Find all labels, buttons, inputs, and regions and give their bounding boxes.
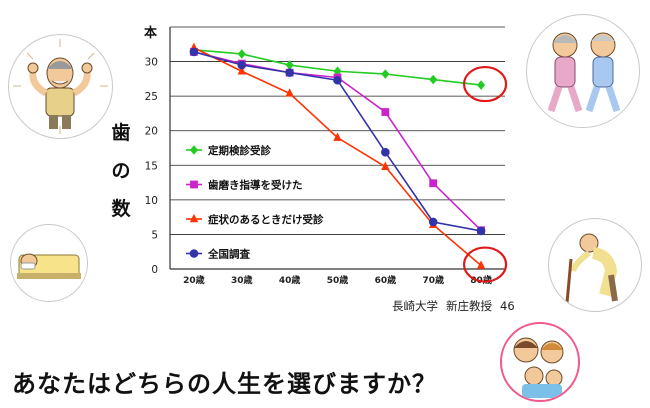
data-point <box>381 69 390 79</box>
closing-question: あなたはどちらの人生を選びますか？ <box>12 370 437 398</box>
data-point <box>476 260 486 269</box>
y-tick-label: 30 <box>145 57 158 69</box>
x-tick-label: 60歳 <box>375 274 397 286</box>
legend-label: 症状のあるときだけ受診 <box>208 213 324 226</box>
data-point <box>381 147 390 157</box>
y-tick-label: 15 <box>145 160 158 172</box>
data-point <box>333 75 342 85</box>
elderly-with-cane-illustration <box>548 218 642 312</box>
x-tick-label: 70歳 <box>422 274 444 286</box>
bedridden-person-illustration <box>10 224 88 302</box>
legend-marker <box>189 145 199 155</box>
x-tick-label: 80歳 <box>470 274 492 286</box>
data-point <box>428 217 438 227</box>
data-point <box>381 108 390 116</box>
y-axis-title-char: 数 <box>111 198 131 220</box>
y-axis-title-char: 歯 <box>111 122 131 144</box>
data-point <box>237 66 246 75</box>
flexing-elderly-man-illustration <box>8 34 113 139</box>
y-unit-label: 本 <box>144 26 158 41</box>
data-point <box>237 49 246 59</box>
credit-line: 長崎大学 新庄教授 46 <box>392 298 515 314</box>
data-point <box>285 60 294 70</box>
data-point <box>381 161 390 170</box>
y-tick-label: 10 <box>145 195 158 207</box>
y-tick-label: 0 <box>151 264 158 276</box>
data-point <box>429 179 438 188</box>
highlight-circle <box>462 65 508 103</box>
legend-label: 歯磨き指導を受けた <box>208 179 303 192</box>
x-tick-label: 40歳 <box>279 274 301 286</box>
credit-professor: 新庄教授 <box>446 299 492 313</box>
highlight-circle <box>462 246 508 283</box>
page-number: 46 <box>500 299 515 313</box>
legend-marker <box>189 249 199 258</box>
y-tick-label: 25 <box>145 91 158 103</box>
data-point <box>429 74 438 85</box>
x-tick-label: 20歳 <box>183 274 205 286</box>
legend-marker <box>190 180 198 189</box>
y-tick-label: 5 <box>151 229 158 241</box>
x-tick-label: 50歳 <box>327 274 349 286</box>
data-point <box>285 88 294 97</box>
legend-marker <box>189 213 199 223</box>
data-point <box>476 226 486 236</box>
legend-label: 定期検診受診 <box>207 144 271 157</box>
happy-family-illustration <box>500 322 580 402</box>
x-tick-label: 30歳 <box>231 274 253 286</box>
credit-institution: 長崎大学 <box>392 299 438 313</box>
y-tick-label: 20 <box>145 126 158 138</box>
data-point <box>189 47 199 57</box>
y-axis-title-char: の <box>111 160 131 182</box>
legend-label: 全国調査 <box>207 248 250 261</box>
data-point <box>285 68 294 77</box>
data-point <box>237 60 247 70</box>
data-point <box>333 132 342 141</box>
data-point <box>477 80 486 90</box>
walking-elderly-couple-illustration <box>526 14 640 128</box>
